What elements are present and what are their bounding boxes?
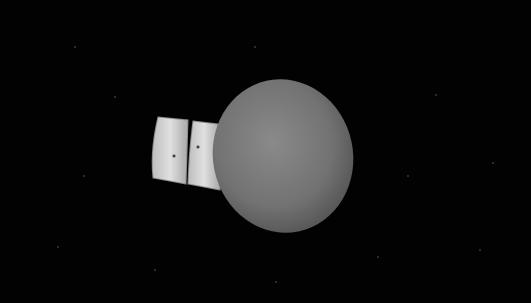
star <box>83 175 85 177</box>
star <box>407 175 409 177</box>
star <box>479 249 481 251</box>
solar-panel <box>152 117 188 184</box>
page: (() => { const data = JSON.parse(documen… <box>0 0 531 303</box>
star <box>57 246 59 248</box>
star <box>435 94 437 96</box>
star <box>254 46 256 48</box>
star <box>74 46 76 48</box>
panel-detail <box>197 146 200 149</box>
star <box>492 162 494 164</box>
panel-detail <box>173 155 176 158</box>
space-scene <box>0 0 531 303</box>
star <box>114 96 116 98</box>
star <box>154 269 156 271</box>
star <box>377 256 379 258</box>
star <box>275 281 277 283</box>
